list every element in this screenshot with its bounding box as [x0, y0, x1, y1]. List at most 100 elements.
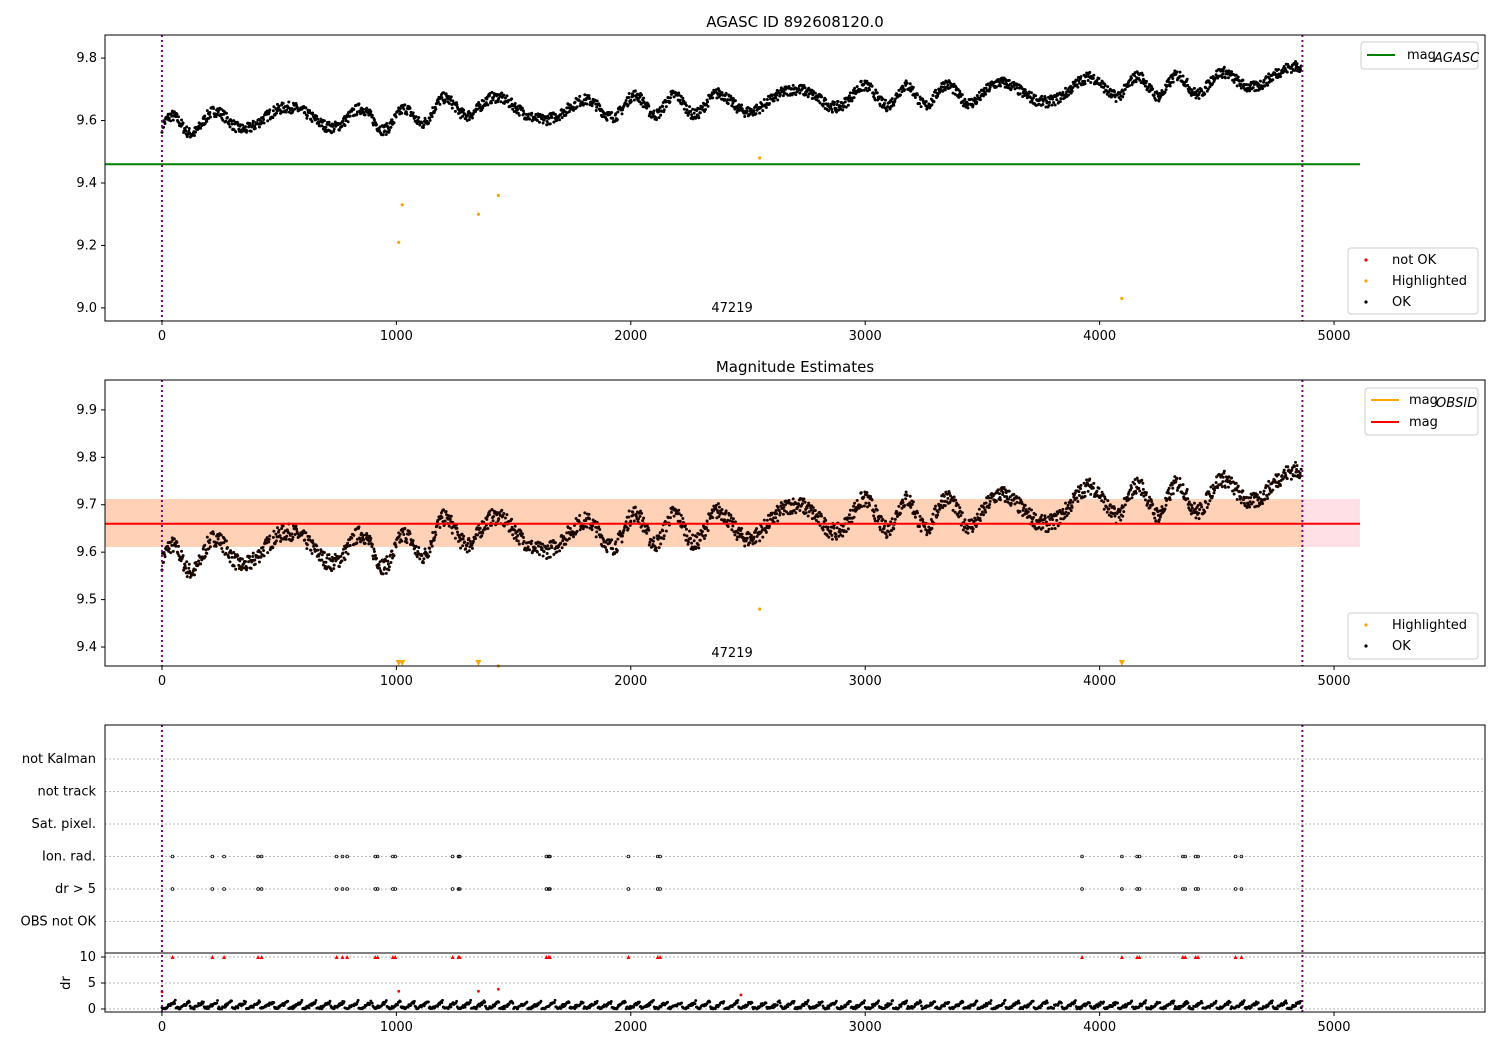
ok-point: [552, 553, 556, 557]
ok-point: [1230, 70, 1234, 74]
ok-point: [266, 119, 270, 123]
ok-point: [610, 538, 614, 542]
ok-point: [1003, 500, 1007, 504]
ok-point: [433, 535, 437, 539]
ok-point: [755, 103, 759, 107]
ok-point: [478, 526, 482, 530]
ok-point: [1167, 486, 1171, 490]
ok-point: [905, 494, 909, 498]
ok-point: [1083, 79, 1087, 83]
ok-point: [1018, 510, 1022, 514]
ok-point: [633, 89, 637, 93]
ok-point: [919, 105, 923, 109]
ok-point: [394, 545, 398, 549]
ok-point: [1134, 491, 1138, 495]
ok-point: [372, 547, 376, 551]
ok-point: [918, 525, 922, 529]
ok-point: [467, 536, 471, 540]
ok-point: [1092, 481, 1096, 485]
ok-point: [594, 535, 598, 539]
ok-point: [830, 537, 834, 541]
ok-point: [930, 103, 934, 107]
ok-point: [873, 519, 877, 523]
ok-point: [285, 534, 289, 538]
y-tick-label: 9.4: [76, 640, 97, 655]
ok-point: [711, 96, 715, 100]
ok-point: [668, 96, 672, 100]
ok-point: [776, 506, 780, 510]
ok-point: [1041, 526, 1045, 530]
ok-point: [199, 562, 203, 566]
ok-point: [541, 554, 545, 558]
ok-point: [855, 85, 859, 89]
ok-point: [847, 94, 851, 98]
ok-point: [626, 527, 630, 531]
ok-point: [238, 559, 242, 563]
ok-point: [838, 527, 842, 531]
ok-point: [460, 532, 464, 536]
ok-point: [1119, 518, 1123, 522]
ok-point: [1092, 73, 1096, 77]
ok-point: [400, 539, 404, 543]
ok-point: [921, 518, 925, 522]
ok-point: [940, 499, 944, 503]
ok-point: [431, 530, 435, 534]
ok-point: [244, 125, 248, 129]
ok-point: [559, 113, 563, 117]
ok-point: [522, 539, 526, 543]
dr-point: [384, 999, 388, 1002]
ok-point: [370, 113, 374, 117]
ok-point: [875, 508, 879, 512]
ok-point: [1141, 487, 1145, 491]
ok-point: [1206, 502, 1210, 506]
ok-point: [1198, 508, 1202, 512]
ok-point: [1107, 507, 1111, 511]
ok-point: [918, 95, 922, 99]
ok-point: [483, 103, 487, 107]
legend-marker: [1364, 644, 1368, 648]
ok-point: [404, 537, 408, 541]
ok-point: [490, 507, 494, 511]
ok-point: [999, 84, 1003, 88]
ok-point: [682, 533, 686, 537]
ok-point: [352, 533, 356, 537]
ok-point: [1223, 76, 1227, 80]
ok-point: [408, 532, 412, 536]
ok-point: [658, 531, 662, 535]
ok-point: [212, 107, 216, 111]
ok-point: [442, 91, 446, 95]
legend-label: Highlighted: [1392, 274, 1467, 289]
ok-point: [185, 125, 189, 129]
ok-point: [519, 529, 523, 533]
ok-point: [631, 94, 635, 98]
ok-point: [868, 503, 872, 507]
legend-marker: [1364, 279, 1368, 283]
ok-point: [1237, 490, 1241, 494]
ok-point: [841, 534, 845, 538]
dr-point: [230, 999, 233, 1003]
ok-point: [208, 115, 212, 119]
ok-point: [594, 108, 598, 112]
ok-point: [1009, 87, 1013, 91]
ok-point: [418, 123, 422, 127]
ok-point: [1251, 500, 1255, 504]
x-tick-label: 4000: [1083, 329, 1116, 344]
ok-point: [251, 555, 255, 559]
ok-point: [749, 533, 753, 537]
ok-point: [1175, 70, 1179, 74]
ok-point: [731, 97, 735, 101]
ok-point: [1141, 73, 1145, 77]
ok-point: [1077, 490, 1081, 494]
ok-point: [843, 100, 847, 104]
ok-point: [564, 113, 568, 117]
legend-label: mag: [1409, 393, 1438, 408]
ok-point: [332, 127, 336, 131]
ok-point: [305, 547, 309, 551]
ok-point: [447, 524, 451, 528]
legend-marker: [1364, 258, 1368, 262]
ok-point: [1041, 99, 1045, 103]
y-tick-label: 9.2: [76, 238, 97, 253]
ok-point: [1285, 70, 1289, 74]
ok-point: [1114, 100, 1118, 104]
ok-point: [1058, 100, 1062, 104]
